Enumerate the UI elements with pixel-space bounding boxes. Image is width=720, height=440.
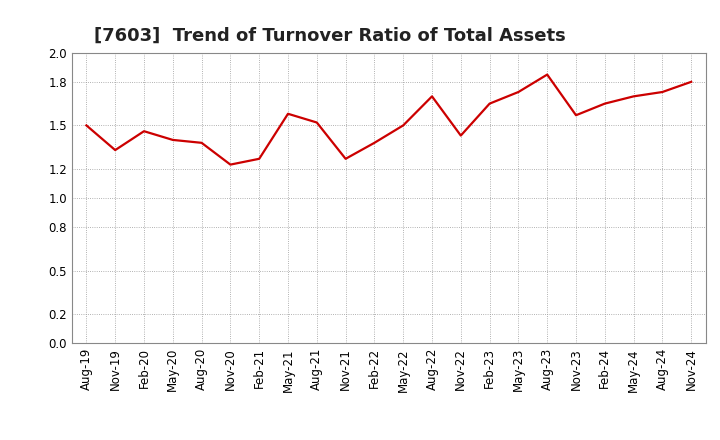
Text: [7603]  Trend of Turnover Ratio of Total Assets: [7603] Trend of Turnover Ratio of Total …	[94, 26, 565, 44]
